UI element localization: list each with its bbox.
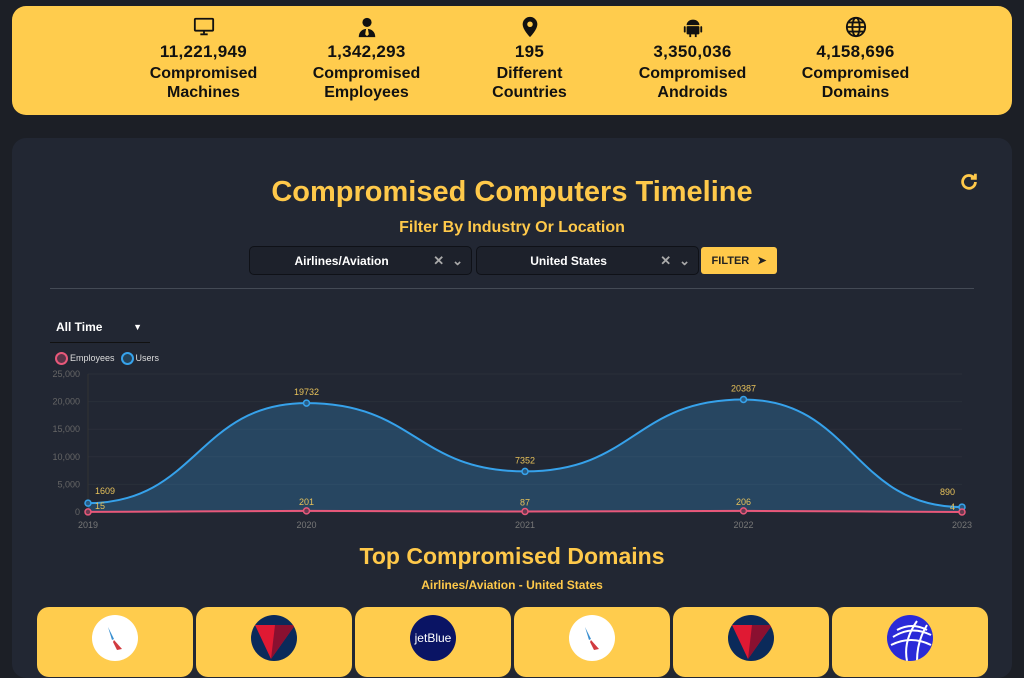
- user-tie-icon: [358, 17, 375, 38]
- stat-androids: 3,350,036 Compromised Androids: [611, 6, 774, 115]
- domain-cards: jetBlue: [37, 607, 988, 677]
- chevron-down-icon[interactable]: ⌄: [679, 252, 690, 268]
- x-tick-label: 2023: [952, 520, 972, 530]
- filter-label: FILTER: [711, 254, 750, 267]
- data-label: 7352: [515, 455, 535, 465]
- domains-subtitle: Airlines/Aviation - United States: [421, 578, 603, 592]
- y-tick-label: 15,000: [52, 424, 80, 434]
- data-label: 206: [736, 497, 751, 507]
- caret-down-icon: ▼: [133, 322, 142, 332]
- stat-label: Different Countries: [492, 65, 567, 101]
- domains-title: Top Compromised Domains: [359, 543, 665, 569]
- data-point: [84, 508, 92, 516]
- domain-card[interactable]: jetBlue: [355, 607, 511, 677]
- monitor-icon: [193, 17, 214, 36]
- american-airlines-logo: [569, 615, 615, 661]
- stat-value: 11,221,949: [159, 42, 248, 61]
- series-area-users: [88, 399, 962, 512]
- united-logo: [887, 615, 933, 661]
- y-tick-label: 25,000: [52, 369, 80, 379]
- stat-label: Compromised Employees: [312, 65, 421, 101]
- data-label: 4: [950, 502, 955, 512]
- x-tick-label: 2019: [78, 520, 98, 530]
- y-tick-label: 10,000: [52, 452, 80, 462]
- data-point: [84, 499, 92, 507]
- data-point: [739, 395, 748, 404]
- x-tick-label: 2022: [733, 520, 753, 530]
- time-range-select[interactable]: All Time ▼: [50, 320, 150, 343]
- time-range-value: All Time: [56, 320, 103, 334]
- timeline-chart: 0 5,000 10,000 15,000 20,000 25,000 2019 2020 20…: [52, 369, 972, 530]
- stat-label: Compromised Domains: [801, 65, 910, 101]
- data-label: 20387: [731, 383, 756, 393]
- data-label: 87: [520, 498, 530, 508]
- map-pin-icon: [522, 16, 537, 38]
- domain-card[interactable]: [832, 607, 988, 677]
- stat-value: 4,158,696: [816, 42, 895, 61]
- data-point: [302, 507, 311, 515]
- american-airlines-logo: [92, 615, 138, 661]
- domain-card[interactable]: [514, 607, 670, 677]
- data-label: 19732: [294, 387, 319, 397]
- chevron-down-icon[interactable]: ⌄: [452, 252, 463, 268]
- data-point: [958, 508, 966, 516]
- send-icon: ➤: [757, 255, 767, 267]
- data-point: [302, 399, 311, 407]
- industry-select[interactable]: Airlines/Aviation ✕ ⌄: [249, 246, 472, 275]
- timeline-subtitle: Filter By Industry Or Location: [399, 219, 625, 236]
- clear-icon[interactable]: ✕: [433, 252, 445, 268]
- stat-label: Compromised Androids: [638, 65, 747, 101]
- stat-domains: 4,158,696 Compromised Domains: [774, 6, 937, 115]
- location-value: United States: [530, 253, 607, 268]
- data-label: 1609: [95, 486, 115, 496]
- legend-employees[interactable]: Employees: [55, 352, 115, 365]
- stat-value: 1,342,293: [327, 42, 406, 61]
- filter-button[interactable]: FILTER ➤: [701, 247, 777, 274]
- delta-logo: [728, 615, 774, 661]
- clear-icon[interactable]: ✕: [660, 252, 672, 268]
- globe-icon: [845, 16, 866, 38]
- jetblue-logo: jetBlue: [410, 615, 456, 661]
- y-tick-label: 0: [75, 507, 80, 517]
- divider: [50, 288, 974, 289]
- timeline-title: Compromised Computers Timeline: [271, 176, 753, 208]
- data-point: [521, 507, 529, 516]
- y-tick-label: 20,000: [52, 397, 80, 407]
- x-tick-label: 2021: [515, 520, 535, 530]
- domain-card[interactable]: [673, 607, 829, 677]
- data-label: 15: [95, 501, 105, 511]
- y-tick-label: 5,000: [57, 479, 80, 489]
- data-point: [521, 467, 529, 476]
- timeline-panel: [12, 138, 1012, 678]
- stat-machines: 11,221,949 Compromised Machines: [122, 6, 285, 115]
- domain-card[interactable]: [196, 607, 352, 677]
- stats-banner: 11,221,949 Compromised Machines 1,342,293…: [12, 6, 1012, 115]
- data-point: [739, 507, 748, 515]
- stat-value: 3,350,036: [653, 42, 732, 61]
- legend-users[interactable]: Users: [120, 352, 159, 365]
- data-label: 890: [940, 487, 955, 497]
- stat-label: Compromised Machines: [149, 65, 258, 101]
- stat-value: 195: [514, 42, 545, 61]
- data-label: 201: [299, 497, 314, 507]
- domain-card[interactable]: [37, 607, 193, 677]
- x-tick-label: 2020: [296, 520, 316, 530]
- location-select[interactable]: United States ✕ ⌄: [476, 246, 699, 275]
- delta-logo: [251, 615, 297, 661]
- stat-countries: 195 Different Countries: [448, 6, 611, 115]
- refresh-icon[interactable]: [958, 171, 980, 193]
- stat-employees: 1,342,293 Compromised Employees: [285, 6, 448, 115]
- android-icon: [683, 19, 702, 38]
- chart-legend: Employees Users: [55, 352, 159, 365]
- industry-value: Airlines/Aviation: [294, 253, 389, 268]
